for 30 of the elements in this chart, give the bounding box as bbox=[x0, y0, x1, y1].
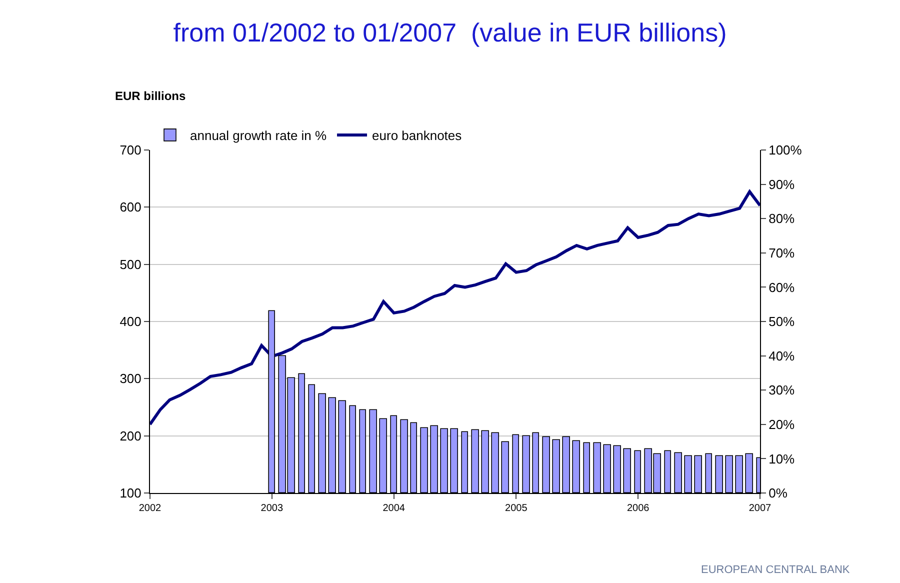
y2-tick-label: 60% bbox=[768, 280, 796, 295]
y-tick-label: 600 bbox=[120, 200, 142, 215]
y2-tick-label: 90% bbox=[768, 176, 796, 192]
y2-tick-label: 40% bbox=[768, 348, 796, 364]
y-tick-label: 400 bbox=[120, 314, 142, 330]
y2-tick-label: 50% bbox=[768, 314, 796, 330]
x-tick-label: 2003 bbox=[260, 503, 284, 514]
chart-title: from 01/2002 to 01/2007 (value in EUR billions) bbox=[173, 18, 727, 48]
y-tick-label: 200 bbox=[120, 428, 142, 444]
y2-tick-label: 70% bbox=[768, 245, 796, 260]
y2-tick-label: 80% bbox=[768, 211, 796, 226]
text: EUROPEAN CENTRAL BANK bbox=[701, 564, 850, 576]
y2-tick-label: 100% bbox=[768, 142, 802, 158]
y2-tick-label: 10% bbox=[768, 451, 796, 466]
legend-label: euro banknotes bbox=[372, 128, 462, 144]
legend-label: annual growth rate in % bbox=[190, 128, 328, 144]
y-tick-label: 100 bbox=[120, 486, 142, 501]
y-axis-title: EUR billions bbox=[115, 89, 186, 103]
x-tick-label: 2004 bbox=[382, 503, 406, 514]
x-tick-label: 2006 bbox=[626, 503, 650, 514]
y-tick-label: 700 bbox=[120, 142, 142, 158]
x-tick-label: 2002 bbox=[138, 503, 162, 514]
x-tick-label: 2005 bbox=[505, 503, 528, 514]
x-tick-label: 2007 bbox=[748, 503, 772, 514]
y2-tick-label: 20% bbox=[768, 416, 796, 432]
y2-tick-label: 0% bbox=[768, 486, 788, 501]
y2-tick-label: 30% bbox=[768, 382, 796, 398]
line-series bbox=[150, 190, 760, 426]
y-tick-label: 300 bbox=[120, 371, 142, 386]
y-tick-label: 500 bbox=[120, 256, 142, 272]
